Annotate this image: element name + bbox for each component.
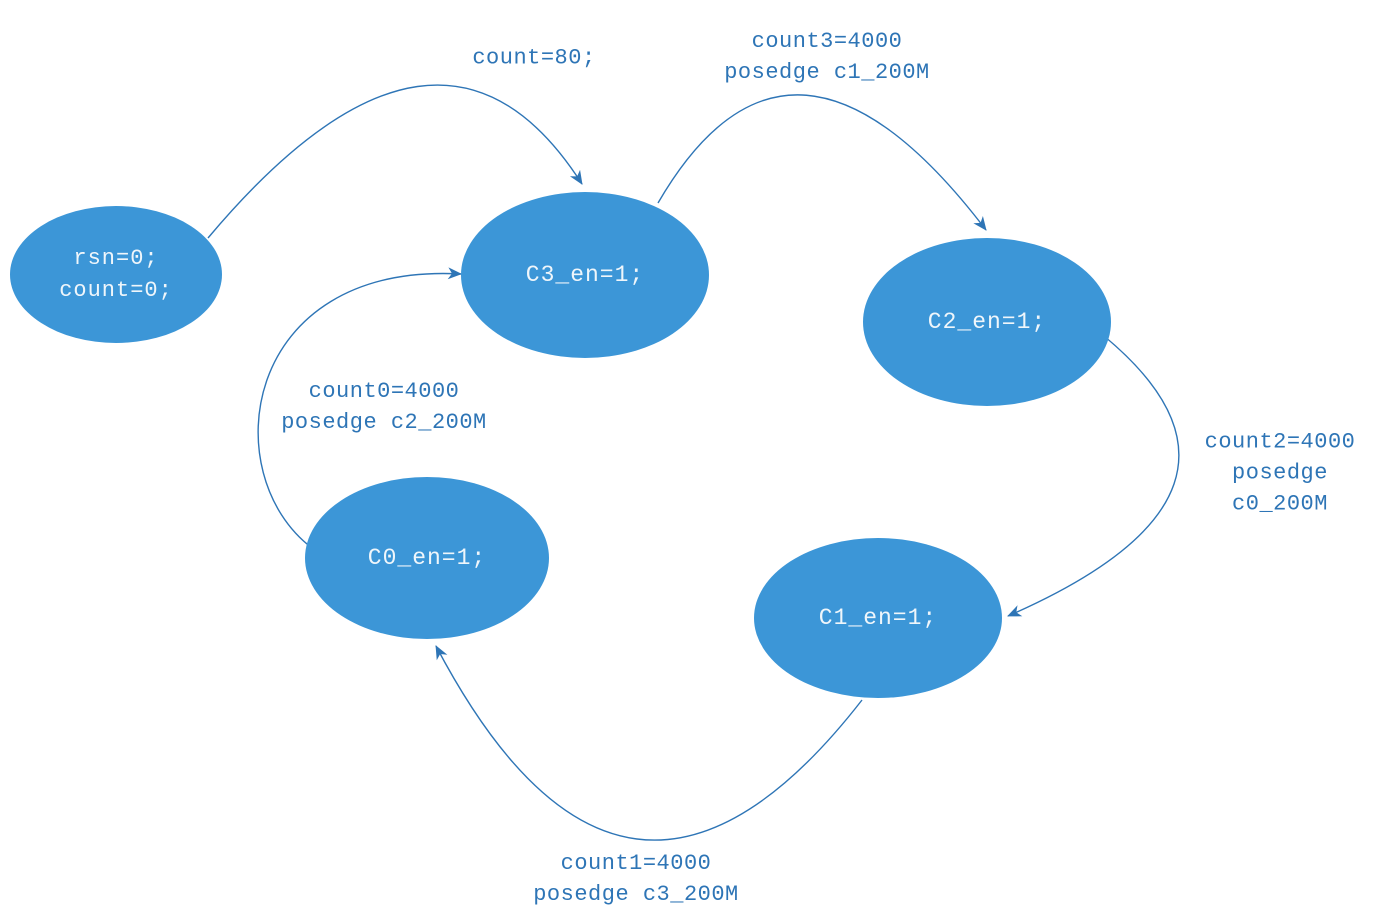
edge-label-reset-to-c3: count=80; [472,45,596,71]
state-node-c0[interactable]: C0_en=1; [305,477,549,639]
edge-label-c2-to-c1: count2=4000 posedge c0_200M [1204,429,1356,517]
state-node-reset[interactable]: rsn=0; count=0; [10,206,222,343]
state-node-c1[interactable]: C1_en=1; [754,538,1002,698]
transition-reset-to-c3[interactable] [207,84,583,239]
transition-c0-to-c3[interactable] [257,267,462,549]
state-node-c2[interactable]: C2_en=1; [863,238,1111,406]
edge-label-c3-to-c2: count3=4000 posedge c1_200M [724,29,930,85]
transition-c3-to-c2[interactable] [657,94,987,231]
edge-label-c0-to-c3: count0=4000 posedge c2_200M [281,379,487,435]
transition-c1-to-c0[interactable] [435,645,863,841]
state-node-c3[interactable]: C3_en=1; [461,192,709,358]
edge-label-c1-to-c0: count1=4000 posedge c3_200M [533,851,739,907]
transition-c2-to-c1[interactable] [1007,335,1180,617]
